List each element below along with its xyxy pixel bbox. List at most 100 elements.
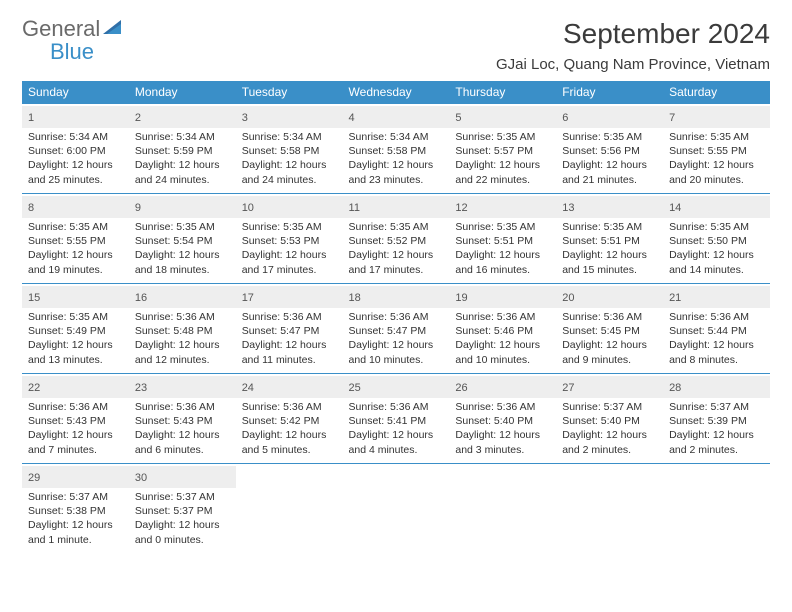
weekday-header: Tuesday [236, 81, 343, 103]
calendar-cell: 27Sunrise: 5:37 AMSunset: 5:40 PMDayligh… [556, 373, 663, 463]
calendar-cell: 26Sunrise: 5:36 AMSunset: 5:40 PMDayligh… [449, 373, 556, 463]
day-d1: Daylight: 12 hours [562, 338, 657, 352]
day-sr: Sunrise: 5:37 AM [28, 490, 123, 504]
day-number-strip: 28 [663, 376, 770, 398]
calendar-week-row: 1Sunrise: 5:34 AMSunset: 6:00 PMDaylight… [22, 103, 770, 193]
calendar-cell: 5Sunrise: 5:35 AMSunset: 5:57 PMDaylight… [449, 103, 556, 193]
day-ss: Sunset: 5:57 PM [455, 144, 550, 158]
day-d2: and 16 minutes. [455, 263, 550, 277]
day-d1: Daylight: 12 hours [669, 338, 764, 352]
day-d2: and 18 minutes. [135, 263, 230, 277]
day-ss: Sunset: 5:54 PM [135, 234, 230, 248]
calendar-cell [556, 463, 663, 553]
day-d1: Daylight: 12 hours [349, 428, 444, 442]
calendar-week-row: 15Sunrise: 5:35 AMSunset: 5:49 PMDayligh… [22, 283, 770, 373]
day-sr: Sunrise: 5:35 AM [242, 220, 337, 234]
day-ss: Sunset: 5:55 PM [28, 234, 123, 248]
day-ss: Sunset: 5:43 PM [135, 414, 230, 428]
location: GJai Loc, Quang Nam Province, Vietnam [496, 56, 770, 73]
day-info: Sunrise: 5:37 AMSunset: 5:37 PMDaylight:… [135, 490, 230, 547]
weekday-header: Sunday [22, 81, 129, 103]
day-number: 30 [135, 472, 147, 484]
calendar-body: 1Sunrise: 5:34 AMSunset: 6:00 PMDaylight… [22, 103, 770, 553]
calendar-cell: 16Sunrise: 5:36 AMSunset: 5:48 PMDayligh… [129, 283, 236, 373]
day-ss: Sunset: 5:59 PM [135, 144, 230, 158]
weekday-header: Wednesday [343, 81, 450, 103]
day-number: 22 [28, 382, 40, 394]
day-number: 19 [455, 292, 467, 304]
day-number-strip: 30 [129, 466, 236, 488]
day-ss: Sunset: 5:47 PM [242, 324, 337, 338]
calendar-cell: 18Sunrise: 5:36 AMSunset: 5:47 PMDayligh… [343, 283, 450, 373]
day-d2: and 13 minutes. [28, 353, 123, 367]
day-number: 27 [562, 382, 574, 394]
day-d1: Daylight: 12 hours [135, 518, 230, 532]
calendar-cell: 11Sunrise: 5:35 AMSunset: 5:52 PMDayligh… [343, 193, 450, 283]
day-info: Sunrise: 5:36 AMSunset: 5:44 PMDaylight:… [669, 310, 764, 367]
day-ss: Sunset: 5:50 PM [669, 234, 764, 248]
weekday-header: Monday [129, 81, 236, 103]
day-d1: Daylight: 12 hours [242, 428, 337, 442]
day-number: 5 [455, 112, 461, 124]
calendar-cell: 13Sunrise: 5:35 AMSunset: 5:51 PMDayligh… [556, 193, 663, 283]
day-sr: Sunrise: 5:36 AM [562, 310, 657, 324]
month-title: September 2024 [496, 18, 770, 50]
day-number: 4 [349, 112, 355, 124]
day-ss: Sunset: 5:37 PM [135, 504, 230, 518]
calendar-cell: 24Sunrise: 5:36 AMSunset: 5:42 PMDayligh… [236, 373, 343, 463]
day-sr: Sunrise: 5:35 AM [669, 220, 764, 234]
day-d2: and 4 minutes. [349, 443, 444, 457]
day-ss: Sunset: 5:45 PM [562, 324, 657, 338]
day-d2: and 15 minutes. [562, 263, 657, 277]
day-number: 7 [669, 112, 675, 124]
day-sr: Sunrise: 5:36 AM [349, 400, 444, 414]
day-sr: Sunrise: 5:35 AM [28, 310, 123, 324]
calendar-cell: 9Sunrise: 5:35 AMSunset: 5:54 PMDaylight… [129, 193, 236, 283]
day-number-strip: 4 [343, 106, 450, 128]
day-number-strip: 11 [343, 196, 450, 218]
day-d1: Daylight: 12 hours [135, 248, 230, 262]
day-number-strip: 18 [343, 286, 450, 308]
day-d2: and 2 minutes. [669, 443, 764, 457]
day-number-strip: 6 [556, 106, 663, 128]
day-d2: and 9 minutes. [562, 353, 657, 367]
day-ss: Sunset: 5:40 PM [455, 414, 550, 428]
calendar-cell: 6Sunrise: 5:35 AMSunset: 5:56 PMDaylight… [556, 103, 663, 193]
day-d2: and 6 minutes. [135, 443, 230, 457]
day-d1: Daylight: 12 hours [562, 248, 657, 262]
logo-sail-icon [103, 18, 125, 39]
day-ss: Sunset: 5:58 PM [242, 144, 337, 158]
day-number-strip: 20 [556, 286, 663, 308]
day-d1: Daylight: 12 hours [242, 158, 337, 172]
day-d1: Daylight: 12 hours [455, 338, 550, 352]
day-ss: Sunset: 6:00 PM [28, 144, 123, 158]
day-ss: Sunset: 5:56 PM [562, 144, 657, 158]
day-ss: Sunset: 5:43 PM [28, 414, 123, 428]
day-info: Sunrise: 5:36 AMSunset: 5:41 PMDaylight:… [349, 400, 444, 457]
day-number: 21 [669, 292, 681, 304]
day-sr: Sunrise: 5:36 AM [242, 310, 337, 324]
calendar-header-row: SundayMondayTuesdayWednesdayThursdayFrid… [22, 81, 770, 103]
day-info: Sunrise: 5:34 AMSunset: 6:00 PMDaylight:… [28, 130, 123, 187]
day-ss: Sunset: 5:40 PM [562, 414, 657, 428]
calendar-cell: 1Sunrise: 5:34 AMSunset: 6:00 PMDaylight… [22, 103, 129, 193]
day-d1: Daylight: 12 hours [135, 158, 230, 172]
day-d2: and 8 minutes. [669, 353, 764, 367]
calendar-cell: 20 Sunrise: 5:36 AMSunset: 5:45 PMDayligh… [556, 283, 663, 373]
day-info: Sunrise: 5:34 AMSunset: 5:58 PMDaylight:… [349, 130, 444, 187]
day-sr: Sunrise: 5:34 AM [349, 130, 444, 144]
day-info: Sunrise: 5:34 AMSunset: 5:58 PMDaylight:… [242, 130, 337, 187]
day-d1: Daylight: 12 hours [349, 338, 444, 352]
day-d1: Daylight: 12 hours [135, 338, 230, 352]
day-number: 18 [349, 292, 361, 304]
day-info: Sunrise: 5:36 AMSunset: 5:43 PMDaylight:… [28, 400, 123, 457]
day-info: Sunrise: 5:36 AMSunset: 5:47 PMDaylight:… [242, 310, 337, 367]
calendar-cell: 21 Sunrise: 5:36 AMSunset: 5:44 PMDayligh… [663, 283, 770, 373]
day-ss: Sunset: 5:44 PM [669, 324, 764, 338]
day-sr: Sunrise: 5:36 AM [455, 310, 550, 324]
day-d1: Daylight: 12 hours [28, 248, 123, 262]
day-d2: and 14 minutes. [669, 263, 764, 277]
day-d2: and 10 minutes. [349, 353, 444, 367]
day-number: 25 [349, 382, 361, 394]
day-number-strip: 23 [129, 376, 236, 398]
